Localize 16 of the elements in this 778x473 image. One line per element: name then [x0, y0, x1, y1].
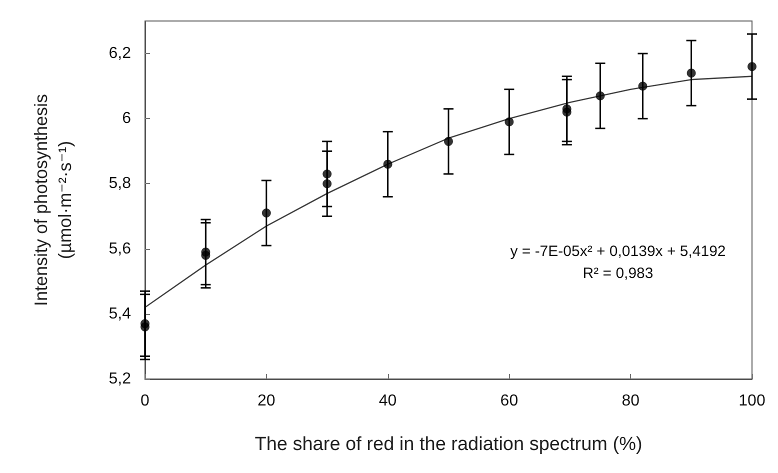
y-tick-label: 5,6: [108, 240, 132, 258]
annotation: y = -7E-05x² + 0,0139x + 5,4192: [510, 243, 726, 260]
y-tick-label: 5,8: [108, 175, 132, 192]
y-axis-title: Intensity of photosynthesis (µmol·m⁻²·s⁻¹): [31, 94, 75, 306]
x-tick-label: 20: [258, 392, 276, 410]
x-tick-label: 100: [738, 392, 766, 410]
y-tick-label: 6,2: [108, 45, 132, 62]
x-tick-label: 60: [500, 392, 518, 410]
annotation: R² = 0,983: [582, 265, 654, 282]
y-tick-label: 5,2: [108, 370, 132, 388]
y-tick-label: 5,4: [108, 305, 132, 322]
x-axis-title: The share of red in the radiation spectrum (%): [254, 434, 642, 455]
x-tick-label: 0: [140, 392, 150, 410]
y-tick-label: 6: [122, 110, 132, 128]
x-tick-label: 40: [378, 392, 397, 410]
x-tick-label: 80: [622, 392, 640, 410]
